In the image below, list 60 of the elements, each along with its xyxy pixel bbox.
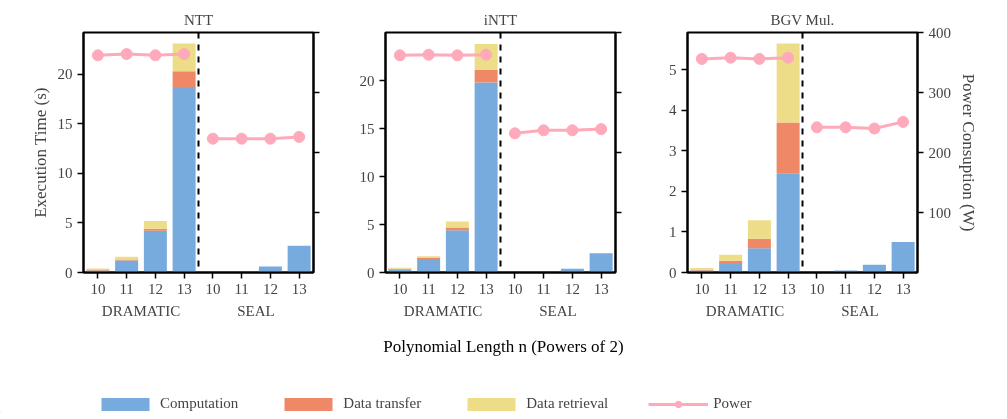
y-tick-label: 0: [669, 264, 677, 281]
x-tick-label: 13: [593, 280, 609, 297]
y-tick-label: 0: [65, 264, 73, 281]
y-tick-label: 5: [65, 214, 73, 231]
chart-title: iNTT: [483, 11, 518, 28]
x-tick-label: 10: [392, 280, 408, 297]
x-tick-label: 11: [421, 280, 436, 297]
legend-label: Data retrieval: [526, 395, 609, 412]
x-tick-label: 11: [723, 280, 738, 297]
y-tick-label: 10: [57, 165, 73, 182]
x-tick-label: 12: [866, 280, 882, 297]
chart-title: NTT: [183, 11, 214, 28]
y-tick-label: 2: [669, 183, 677, 200]
y-tick-label: 10: [359, 168, 375, 185]
x-tick-label: 12: [262, 280, 278, 297]
x-tick-label: 12: [147, 280, 163, 297]
x-tick-label: 10: [507, 280, 523, 297]
chart-title: BGV Mul.: [770, 11, 835, 28]
text: SEAL: [841, 302, 879, 319]
text: DRAMATIC: [403, 302, 483, 319]
legend-label: Data transfer: [343, 395, 422, 412]
y2-axis-title: Power Consuption (W): [959, 73, 978, 232]
y2-tick-label: 400: [928, 24, 951, 41]
y-tick-label: 1: [669, 223, 677, 240]
x-axis-title: Polynomial Length n (Powers of 2): [383, 337, 624, 356]
y2-tick-label: 200: [928, 144, 951, 161]
y-tick-label: 15: [359, 120, 375, 137]
y-tick-label: 4: [669, 102, 677, 119]
y-axis-title: Execution Time (s): [30, 87, 50, 218]
legend-label: Power: [713, 395, 752, 412]
text: SEAL: [237, 302, 275, 319]
y-tick-label: 0: [367, 264, 375, 281]
text: DRAMATIC: [101, 302, 181, 319]
y2-tick-label: 100: [928, 204, 951, 221]
x-tick-label: 13: [478, 280, 494, 297]
y-tick-label: 5: [367, 216, 375, 233]
x-tick-label: 10: [90, 280, 106, 297]
x-tick-label: 13: [176, 280, 192, 297]
y-tick-label: 5: [669, 61, 677, 78]
x-tick-label: 13: [780, 280, 796, 297]
text: SEAL: [539, 302, 577, 319]
x-tick-label: 10: [694, 280, 710, 297]
x-tick-label: 13: [291, 280, 307, 297]
y-tick-label: 20: [359, 72, 375, 89]
y2-tick-label: 300: [928, 84, 951, 101]
x-tick-label: 11: [119, 280, 134, 297]
x-tick-label: 10: [809, 280, 825, 297]
text: DRAMATIC: [705, 302, 785, 319]
x-tick-label: 13: [895, 280, 911, 297]
x-tick-label: 10: [205, 280, 221, 297]
y-tick-label: 20: [57, 66, 73, 83]
legend-label: Computation: [160, 395, 239, 412]
x-tick-label: 11: [838, 280, 853, 297]
x-tick-label: 11: [536, 280, 551, 297]
y-tick-label: 15: [57, 115, 73, 132]
x-tick-label: 12: [564, 280, 580, 297]
x-tick-label: 11: [234, 280, 249, 297]
x-tick-label: 12: [449, 280, 465, 297]
y-tick-label: 3: [669, 142, 677, 159]
x-tick-label: 12: [751, 280, 767, 297]
